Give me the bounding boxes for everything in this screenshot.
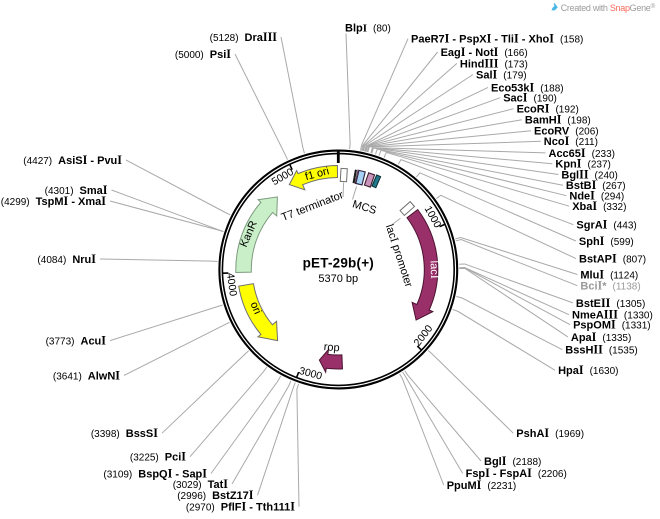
svg-text:EcoRI(192): EcoRI (192) (517, 102, 579, 116)
svg-text:rop: rop (323, 341, 340, 354)
svg-text:ori: ori (248, 300, 264, 316)
svg-text:pET-29b(+): pET-29b(+) (303, 256, 374, 271)
svg-text:(5000)PsiI: (5000) PsiI (175, 47, 231, 61)
svg-text:BciI*(1138): BciI* (1138) (580, 279, 640, 293)
svg-text:EagI - NotI(166): EagI - NotI (166) (441, 45, 528, 59)
svg-text:PaeR7I - PspXI - TliI - XhoI(1: PaeR7I - PspXI - TliI - XhoI (158) (411, 32, 583, 46)
svg-text:HpaI(1630): HpaI (1630) (558, 363, 618, 377)
svg-text:(4301)SmaI: (4301) SmaI (45, 183, 108, 197)
svg-text:(3029)TatI: (3029) TatI (173, 477, 229, 491)
svg-text:Eco53kI(188): Eco53kI (188) (491, 80, 564, 94)
svg-text:(2996)BstZ17I: (2996) BstZ17I (177, 488, 254, 502)
svg-text:NcoI(211): NcoI (211) (544, 134, 598, 148)
svg-text:ApaI(1335): ApaI (1335) (571, 330, 631, 344)
svg-text:PspOMI(1331): PspOMI (1331) (573, 318, 651, 332)
svg-text:5370 bp: 5370 bp (318, 273, 358, 285)
svg-text:BglII(240): BglII (240) (561, 167, 618, 181)
svg-text:Created with SnapGene®: Created with SnapGene® (561, 2, 656, 13)
svg-text:XbaI(332): XbaI (332) (572, 199, 626, 213)
svg-text:SphI(599): SphI (599) (579, 234, 634, 248)
svg-text:BglI(2188): BglI (2188) (484, 454, 541, 468)
svg-text:HindIII(173): HindIII (173) (460, 56, 528, 70)
svg-text:PshAI(1969): PshAI (1969) (516, 426, 584, 440)
svg-text:EcoRV(206): EcoRV (206) (534, 126, 599, 138)
svg-text:(3398)BssSI: (3398) BssSI (91, 426, 158, 440)
svg-text:(3225)PciI: (3225) PciI (130, 450, 186, 464)
svg-text:PpuMI(2231): PpuMI (2231) (447, 478, 517, 492)
svg-text:KpnI(237): KpnI (237) (555, 157, 610, 171)
svg-text:(4084)NruI: (4084) NruI (37, 252, 96, 266)
svg-text:FspI - FspAI(2206): FspI - FspAI (2206) (466, 466, 567, 480)
svg-text:(4427)AsiSI - PvuI: (4427) AsiSI - PvuI (23, 153, 122, 167)
svg-text:lacI: lacI (427, 260, 442, 279)
svg-text:4000: 4000 (224, 272, 239, 297)
svg-text:BssHII(1535): BssHII (1535) (565, 343, 637, 357)
svg-text:BlpI(80): BlpI (80) (345, 22, 391, 34)
svg-text:NmeAIII(1330): NmeAIII (1330) (572, 308, 653, 322)
svg-text:(3641)AlwNI: (3641) AlwNI (53, 368, 120, 382)
svg-text:(3109)BspQI - SapI: (3109) BspQI - SapI (103, 466, 207, 480)
svg-text:BstAPI(807): BstAPI (807) (579, 252, 646, 266)
svg-text:3000: 3000 (298, 365, 324, 383)
svg-text:(2970)PflFI - Tth111I: (2970) PflFI - Tth111I (186, 500, 295, 514)
svg-text:(3773)AcuI: (3773) AcuI (46, 334, 107, 348)
svg-text:SgrAI(443): SgrAI (443) (576, 218, 636, 232)
svg-text:NdeI(294): NdeI (294) (569, 189, 624, 203)
svg-text:SalI(179): SalI (179) (476, 67, 527, 81)
svg-text:BamHI(198): BamHI (198) (525, 113, 591, 127)
svg-text:BstBI(267): BstBI (267) (566, 178, 626, 192)
svg-text:SacI(190): SacI (190) (503, 91, 557, 105)
svg-text:(4299)TspMI - XmaI: (4299) TspMI - XmaI (1, 194, 107, 208)
svg-text:(5128)DraIII: (5128) DraIII (210, 30, 278, 44)
svg-text:BstEII(1305): BstEII (1305) (576, 296, 645, 310)
svg-text:MluI(1124): MluI (1124) (580, 267, 638, 281)
svg-text:Acc65I(233): Acc65I (233) (549, 146, 616, 160)
